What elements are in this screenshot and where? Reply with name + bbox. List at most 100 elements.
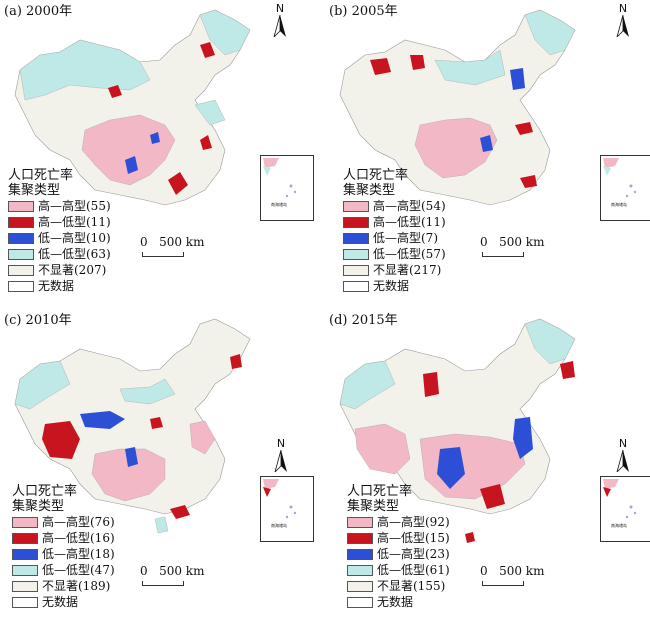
high-low-region: [230, 354, 242, 369]
legend-item-low-low: 低—低型(63): [8, 246, 111, 262]
south-china-sea-inset: 南海诸岛: [600, 155, 650, 221]
legend-label: 高—高型(55): [38, 199, 111, 213]
legend: 人口死亡率 集聚类型 高—高型(55) 高—低型(11) 低—高型(10) 低—…: [8, 168, 111, 294]
low-low-region: [524, 9, 576, 56]
legend-label: 无数据: [42, 595, 79, 609]
legend-swatch: [8, 216, 34, 228]
map-panel-2005: (b) 2005年 N 人口死亡率 集聚类型 高—高型(54) 高—低型(11)…: [325, 0, 650, 309]
low-low-region: [119, 378, 176, 405]
legend: 人口死亡率 集聚类型 高—高型(92) 高—低型(15) 低—高型(23) 低—…: [347, 484, 450, 610]
inset-label: 南海诸岛: [271, 202, 287, 207]
high-low-region: [480, 484, 505, 509]
legend-item-not-significant: 不显著(207): [8, 262, 111, 278]
legend-swatch: [347, 596, 373, 608]
legend-swatch: [12, 596, 38, 608]
high-high-region: [354, 423, 411, 475]
legend-item-high-high: 高—高型(55): [8, 198, 111, 214]
legend-title-line2: 集聚类型: [8, 183, 61, 198]
legend-label: 低—低型(47): [42, 563, 115, 577]
north-letter: N: [618, 2, 628, 15]
high-high-region: [189, 420, 216, 455]
china-map-2015: [339, 318, 576, 543]
scale-line: [142, 581, 184, 586]
low-low-region: [524, 318, 576, 365]
legend-swatch: [8, 280, 34, 292]
high-low-region: [200, 135, 212, 150]
low-low-region: [194, 99, 226, 126]
legend-title-line1: 人口死亡率: [343, 168, 409, 183]
legend-item-high-high: 高—高型(54): [343, 198, 446, 214]
legend-label: 无数据: [377, 595, 414, 609]
legend-swatch: [12, 580, 38, 592]
high-low-region: [170, 505, 190, 519]
high-low-region: [200, 42, 215, 58]
scale-bar: 0 500 km: [480, 564, 544, 586]
legend-swatch: [12, 548, 38, 560]
scale-text: 0 500 km: [140, 564, 205, 578]
south-china-sea-inset: 南海诸岛: [260, 155, 314, 221]
scale-text: 0 500 km: [140, 235, 205, 249]
china-outline: [14, 318, 251, 515]
legend-label: 高—低型(11): [38, 215, 111, 229]
legend-title-line1: 人口死亡率: [8, 168, 74, 183]
legend-item-low-high: 低—高型(10): [8, 230, 111, 246]
legend-swatch: [343, 264, 369, 276]
scale-bar: 0 500 km: [480, 235, 544, 257]
high-low-region: [150, 417, 163, 429]
low-low-region: [434, 49, 506, 86]
legend-label: 低—低型(63): [38, 247, 111, 261]
low-high-region: [150, 132, 160, 144]
legend-item-high-high: 高—高型(76): [12, 514, 115, 530]
north-letter: N: [276, 437, 286, 450]
legend-label: 低—低型(57): [373, 247, 446, 261]
legend-item-low-low: 低—低型(47): [12, 562, 115, 578]
legend-swatch: [343, 232, 369, 244]
north-arrow-icon: [616, 449, 629, 474]
legend-item-low-low: 低—低型(57): [343, 246, 446, 262]
legend-swatch: [347, 516, 373, 528]
china-map-2005: [339, 9, 576, 206]
legend-item-not-significant: 不显著(189): [12, 578, 115, 594]
map-panel-2010: (c) 2010年 N 人口死亡率 集聚类型 高—高型(76) 高—低型(16)…: [0, 309, 325, 618]
north-letter: N: [618, 437, 628, 450]
low-high-region: [437, 447, 465, 489]
inset-map: [603, 479, 637, 519]
legend-item-low-high: 低—高型(23): [347, 546, 450, 562]
low-low-region: [14, 360, 71, 410]
legend-title-line2: 集聚类型: [12, 499, 65, 514]
high-low-region: [42, 421, 80, 459]
legend-swatch: [347, 532, 373, 544]
north-arrow-icon: [273, 14, 286, 39]
low-high-region: [480, 135, 493, 152]
china-map-2010: [14, 318, 251, 534]
high-low-region: [515, 122, 533, 135]
legend-item-low-high: 低—高型(7): [343, 230, 446, 246]
north-arrow: N: [273, 437, 289, 475]
legend-title-line1: 人口死亡率: [12, 484, 78, 499]
legend-item-no-data: 无数据: [12, 594, 115, 610]
legend: 人口死亡率 集聚类型 高—高型(76) 高—低型(16) 低—高型(18) 低—…: [12, 484, 115, 610]
high-low-region: [560, 361, 575, 379]
legend-swatch: [347, 548, 373, 560]
legend-item-not-significant: 不显著(155): [347, 578, 450, 594]
high-high-region: [414, 117, 498, 179]
legend-swatch: [347, 580, 373, 592]
north-arrow-icon: [274, 449, 287, 474]
high-low-region: [520, 175, 537, 188]
legend-swatch: [12, 564, 38, 576]
legend-label: 低—高型(10): [38, 231, 111, 245]
legend-label: 高—高型(92): [377, 515, 450, 529]
panel-title: (d) 2015年: [329, 313, 398, 328]
legend-label: 高—低型(16): [42, 531, 115, 545]
legend-label: 低—高型(23): [377, 547, 450, 561]
north-arrow: N: [615, 2, 631, 40]
legend-label: 高—低型(11): [373, 215, 446, 229]
low-low-region: [199, 9, 251, 56]
legend-label: 高—低型(15): [377, 531, 450, 545]
legend-label: 不显著(207): [38, 263, 107, 277]
scale-line: [482, 252, 524, 257]
high-low-region: [465, 532, 475, 543]
scale-line: [142, 252, 184, 257]
legend-label: 高—高型(76): [42, 515, 115, 529]
inset-label: 南海诸岛: [611, 523, 627, 528]
